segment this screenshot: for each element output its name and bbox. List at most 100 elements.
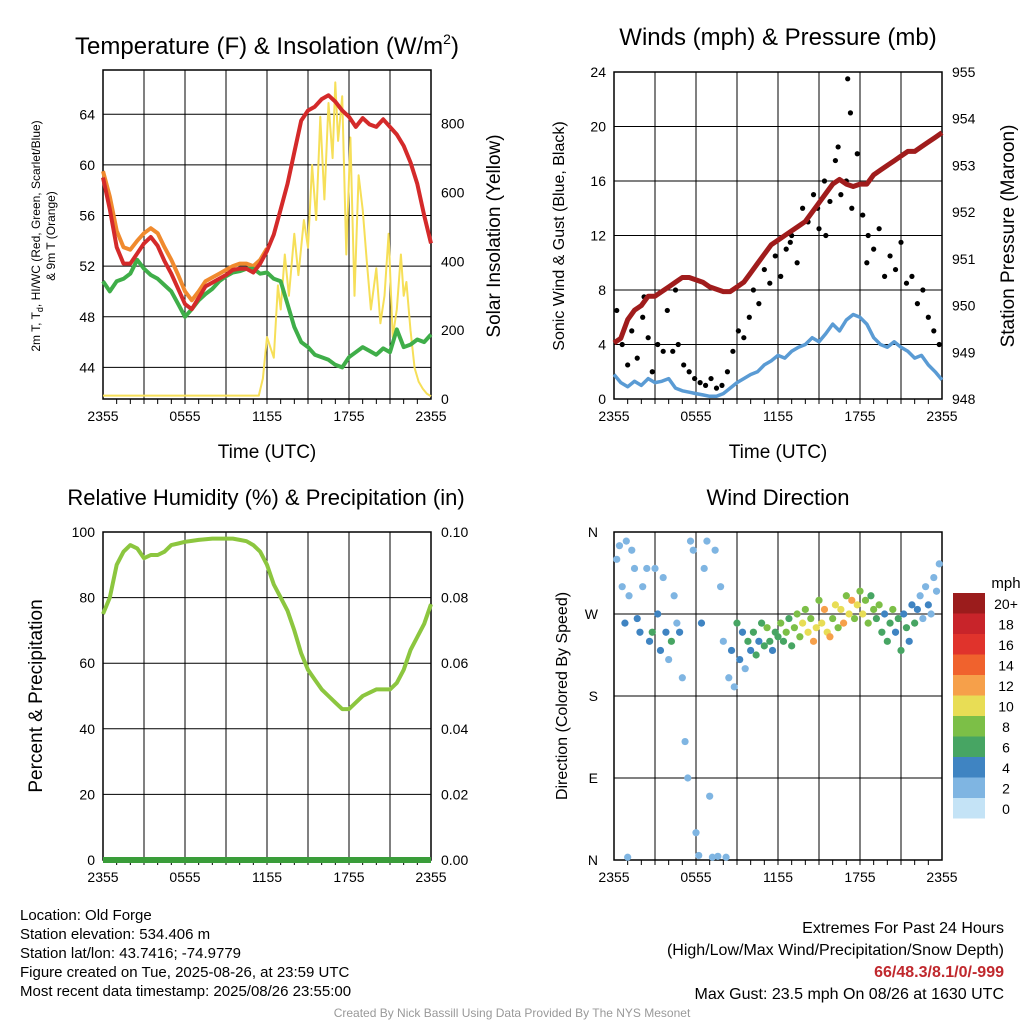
direction-point [643, 564, 651, 573]
direction-point [774, 633, 782, 641]
legend-label: 14 [998, 658, 1014, 674]
direction-point [881, 610, 889, 618]
direction-point [919, 614, 927, 623]
gust-point [847, 110, 854, 116]
direction-point [900, 610, 908, 618]
gust-point [871, 246, 877, 252]
max-gust-text: Max Gust: 23.5 mph On 08/26 at 1630 UTC [694, 986, 1005, 1003]
x-tick-label: 2355 [415, 869, 446, 885]
gust-point [876, 226, 882, 232]
legend-label: 4 [1002, 760, 1010, 776]
gust-point [640, 314, 646, 320]
x-tick-label: 2355 [598, 869, 629, 885]
y-tick-label: 40 [79, 721, 95, 737]
direction-point [779, 637, 788, 645]
y2-tick-label: 200 [441, 322, 465, 338]
direction-point [891, 628, 900, 636]
gust-point [702, 382, 709, 388]
direction-point [878, 628, 886, 636]
gust-point [756, 301, 762, 307]
gust-point [838, 192, 844, 198]
direction-point [659, 573, 667, 582]
direction-point [788, 642, 796, 650]
created-text: Figure created on Tue, 2025-08-26, at 23… [20, 964, 350, 981]
y-tick-label: N [588, 524, 598, 540]
direction-point [829, 614, 837, 623]
series-pressure [612, 130, 944, 345]
gust-point [914, 301, 921, 307]
x-tick-label: 1755 [844, 869, 875, 885]
y-tick-label: W [585, 606, 599, 622]
direction-point [667, 637, 676, 645]
legend-swatch [953, 798, 985, 819]
gust-point [730, 348, 736, 354]
direction-point [766, 637, 774, 645]
extremes-info: Extremes For Past 24 Hours (High/Low/Max… [667, 918, 1004, 1006]
direction-point [719, 637, 727, 645]
direction-point [826, 633, 834, 641]
x-tick-label: 1155 [763, 408, 793, 424]
y-tick-label: 4 [598, 337, 606, 353]
y-tick-label: N [588, 852, 598, 868]
gust-point [629, 328, 635, 334]
direction-point [845, 610, 853, 618]
y2-tick-label: 0.04 [441, 721, 468, 737]
direction-point [622, 537, 630, 545]
direction-point [615, 542, 624, 550]
direction-point [681, 737, 689, 746]
gust-point [778, 273, 784, 279]
wind-panel-title: Winds (mph) & Pressure (mb) [619, 24, 936, 51]
direction-point [872, 614, 881, 623]
direction-point [916, 592, 924, 600]
direction-point [870, 605, 878, 614]
direction-point [842, 592, 850, 600]
direction-point [782, 628, 790, 636]
gust-point [675, 341, 681, 348]
y-tick-label: 16 [590, 173, 606, 189]
direction-point [807, 614, 815, 623]
gust-point [864, 260, 870, 266]
y-tick-label: 8 [598, 282, 606, 298]
y2-tick-label: 0.02 [441, 786, 468, 802]
gust-point [767, 280, 773, 286]
direction-point [727, 646, 736, 655]
direction-point [902, 624, 911, 632]
direction-point [725, 674, 733, 682]
direction-point [875, 601, 883, 609]
legend-label: 2 [1002, 781, 1010, 797]
direction-point [820, 605, 829, 614]
gust-point [835, 144, 841, 150]
direction-point [840, 619, 848, 627]
extremes-values: 66/48.3/8.1/0/-999 [874, 964, 1004, 981]
direction-point [785, 614, 793, 623]
gust-point [649, 369, 655, 375]
gust-point [821, 178, 828, 184]
rh-ylabel-left: Percent & Precipitation [26, 599, 47, 792]
y2-tick-label: 954 [952, 111, 976, 127]
gust-point [936, 341, 942, 348]
direction-point [867, 592, 875, 600]
legend-label: 0 [1002, 801, 1010, 817]
direction-point [613, 555, 621, 563]
legend-label: 16 [998, 637, 1014, 653]
credit-text: Created By Nick Bassill Using Data Provi… [333, 1006, 691, 1020]
direction-point [760, 642, 768, 650]
direction-point [673, 619, 681, 627]
direction-point [752, 651, 760, 659]
wind-ylabel-left: Sonic Wind & Gust (Blue, Black) [551, 121, 568, 350]
direction-point [793, 610, 801, 618]
y-tick-label: 0 [598, 391, 606, 407]
dir-ylabel-left: Direction (Colored By Speed) [554, 592, 571, 800]
y-tick-label: 80 [79, 590, 95, 606]
gust-point [708, 375, 714, 382]
wind-ylabel-right: Station Pressure (Maroon) [998, 125, 1019, 348]
temp-panel-title: Temperature (F) & Insolation (W/m2) [75, 31, 459, 60]
elevation-text: Station elevation: 534.406 m [20, 926, 211, 943]
legend-swatch [953, 716, 985, 737]
x-tick-label: 2355 [87, 408, 118, 424]
dir-legend-title: mph [991, 575, 1020, 592]
temp-ylabel-right: Solar Insolation (Yellow) [484, 134, 505, 337]
legend-swatch [953, 654, 985, 675]
gust-point [800, 205, 806, 211]
